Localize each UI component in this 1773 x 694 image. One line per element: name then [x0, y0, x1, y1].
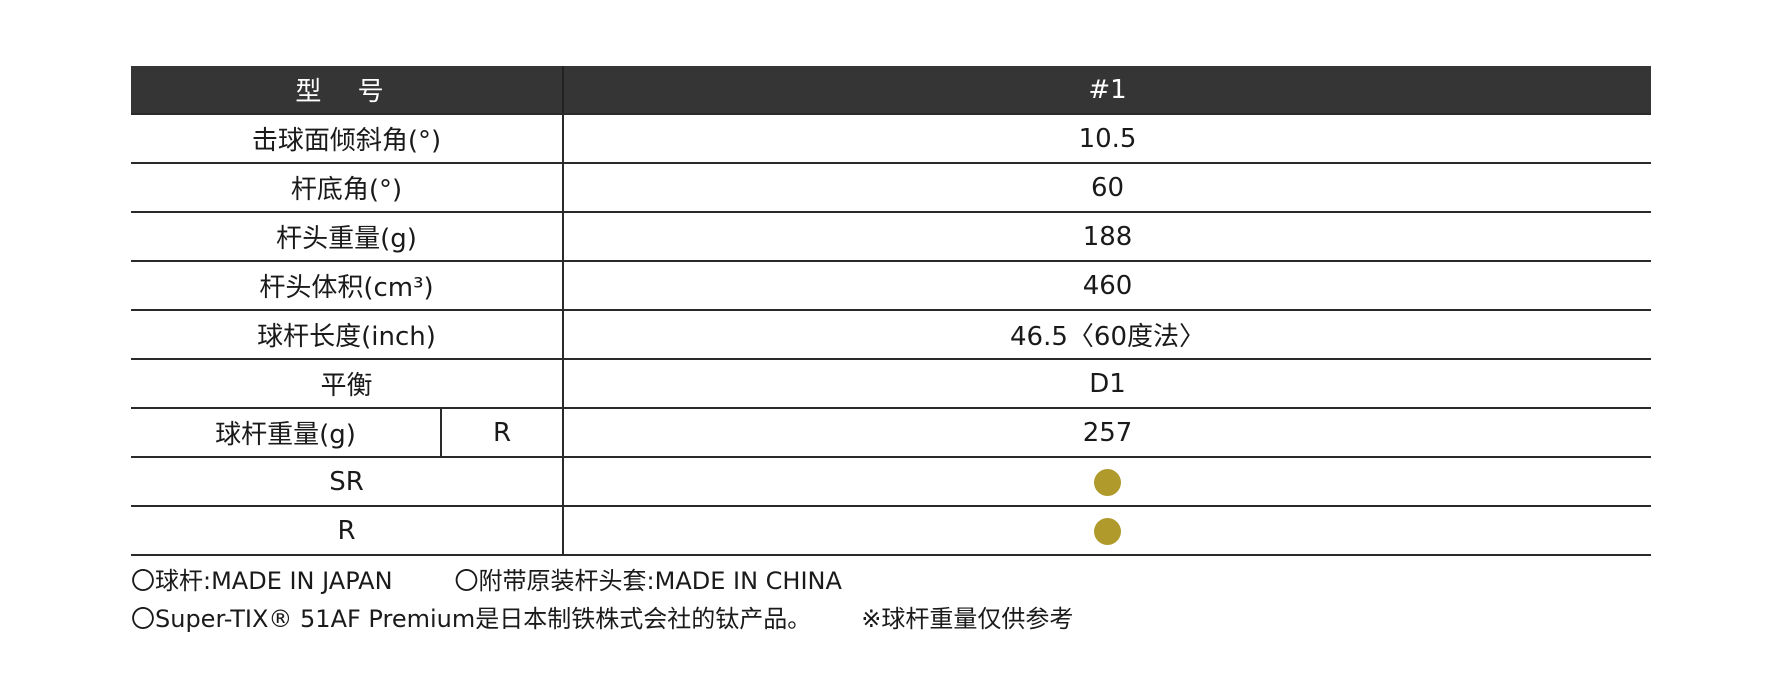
- table-row: SR: [131, 457, 1652, 507]
- row-value-flex-sr: [563, 457, 1652, 507]
- row-label-head-weight: 杆头重量(g): [131, 212, 565, 262]
- table-row: 平衡 D1: [131, 359, 1652, 409]
- row-label-flex-sr: SR: [131, 457, 565, 507]
- table-row: 球杆重量(g) R 257: [131, 408, 1652, 458]
- spec-table: 型 号 #1 击球面倾斜角(°) 10.5 杆底角(°) 60 杆头重量(g) …: [131, 66, 1652, 556]
- header-model: #1: [563, 66, 1652, 115]
- row-value-loft: 10.5: [563, 114, 1652, 164]
- row-option-club-weight: R: [441, 408, 565, 458]
- available-dot-icon: [1094, 517, 1122, 545]
- row-value-balance: D1: [563, 359, 1652, 409]
- row-value-flex-r: [563, 506, 1652, 556]
- table-header-row: 型 号 #1: [131, 66, 1652, 115]
- header-label: 型 号: [131, 66, 565, 115]
- note-weight-reference: ※球杆重量仅供参考: [861, 605, 1074, 633]
- table-row: 杆底角(°) 60: [131, 163, 1652, 213]
- table-row: 杆头体积(cm³) 460: [131, 261, 1652, 311]
- row-value-club-weight: 257: [563, 408, 1652, 458]
- row-label-loft: 击球面倾斜角(°): [131, 114, 565, 164]
- row-value-lie: 60: [563, 163, 1652, 213]
- row-label-club-weight: 球杆重量(g): [131, 408, 442, 458]
- footnotes: 〇球杆:MADE IN JAPAN 〇附带原装杆头套:MADE IN CHINA …: [131, 562, 1073, 638]
- row-label-lie: 杆底角(°): [131, 163, 565, 213]
- row-value-head-weight: 188: [563, 212, 1652, 262]
- row-value-length: 46.5〈60度法〉: [563, 310, 1652, 360]
- available-dot-icon: [1094, 468, 1122, 496]
- note-super-tix: 〇Super-TIX® 51AF Premium是日本制铁株式会社的钛产品。: [131, 605, 812, 633]
- note-made-in-japan: 〇球杆:MADE IN JAPAN: [131, 567, 393, 595]
- row-label-head-volume: 杆头体积(cm³): [131, 261, 565, 311]
- row-label-length: 球杆长度(inch): [131, 310, 565, 360]
- table-row: R: [131, 506, 1652, 556]
- footnote-line-1: 〇球杆:MADE IN JAPAN 〇附带原装杆头套:MADE IN CHINA: [131, 562, 1073, 600]
- table-row: 杆头重量(g) 188: [131, 212, 1652, 262]
- note-headcover-made-in-china: 〇附带原装杆头套:MADE IN CHINA: [454, 567, 842, 595]
- table-row: 击球面倾斜角(°) 10.5: [131, 114, 1652, 164]
- footnote-line-2: 〇Super-TIX® 51AF Premium是日本制铁株式会社的钛产品。 ※球…: [131, 600, 1073, 638]
- row-label-flex-r: R: [131, 506, 565, 556]
- row-value-head-volume: 460: [563, 261, 1652, 311]
- row-label-balance: 平衡: [131, 359, 565, 409]
- table-row: 球杆长度(inch) 46.5〈60度法〉: [131, 310, 1652, 360]
